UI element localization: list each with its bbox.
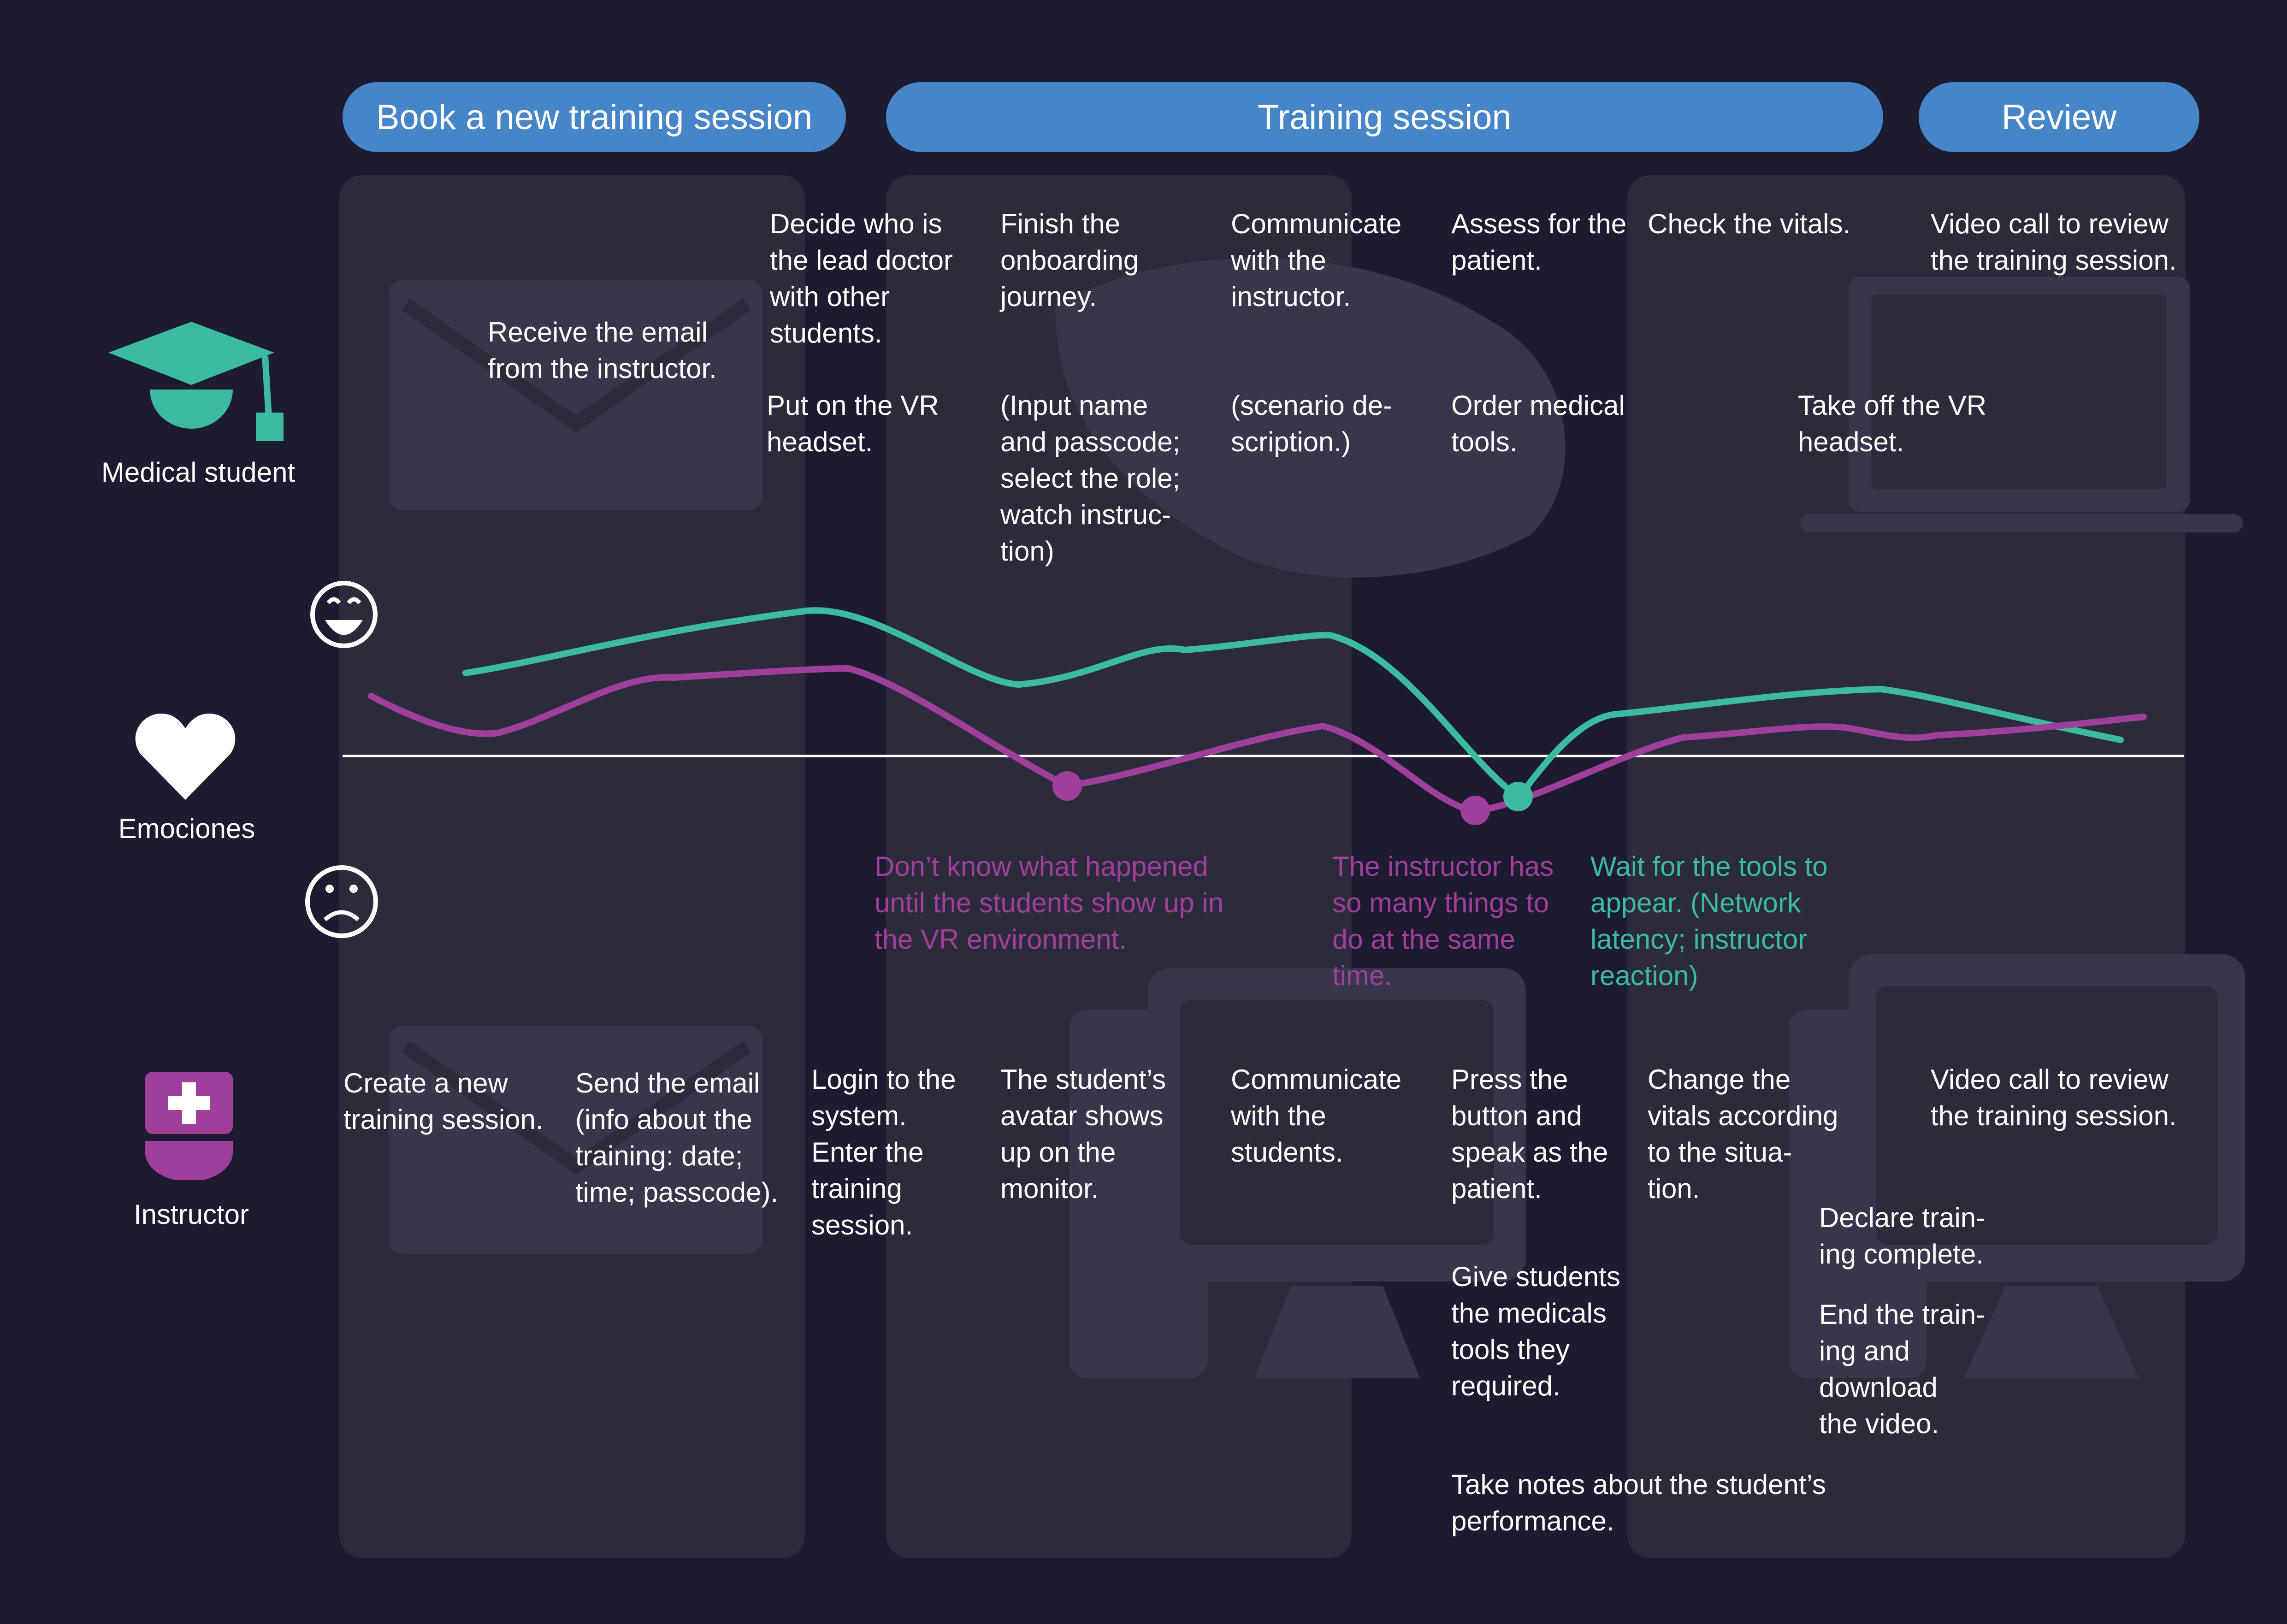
student-pain-point-marker [1503,782,1533,811]
email-envelope-illustration-top [389,280,762,510]
instructor-step-give-tools: Give students the medicals tools they re… [1451,1261,1620,1401]
student-step-onboarding-details: (Input name and passcode; select the rol… [1000,390,1181,567]
student-step-communicate: Communicate with the instructor. [1231,208,1402,312]
instructor-emotion-line [368,665,2147,815]
instructor-step-create-session: Create a new training session. [343,1068,544,1135]
graduation-cap-icon [108,322,284,441]
instructor-step-change-vitals: Change the vitals according to the situa… [1648,1064,1838,1204]
pain-point-student-waiting-tools: Wait for the tools to appear. (Network l… [1590,851,1828,991]
instructor-step-avatar-shows: The student’s avatar shows up on the mon… [1000,1064,1166,1204]
instructor-step-video-call: Video call to review the training sessio… [1931,1064,2177,1131]
instructor-step-declare-complete: Declare train- ing complete. [1819,1202,1986,1270]
vr-headset-illustration [1055,258,1566,578]
instructor-step-speak-as-patient: Press the button and speak as the patien… [1451,1064,1608,1204]
nurse-icon [145,1072,233,1180]
instructor-step-login: Login to the system. Enter the training … [811,1064,956,1240]
student-step-video-call: Video call to review the training sessio… [1931,208,2177,276]
role-student-label: Medical student [101,457,295,488]
student-step-order-tools: Order medical tools. [1451,390,1625,457]
student-step-receive-email: Receive the email from the instructor. [488,317,717,384]
student-step-assess: Assess for the patient. [1451,208,1627,276]
instructor-pain-point-marker-2 [1460,796,1490,825]
student-step-scenario: (scenario de- scription.) [1231,390,1393,457]
instructor-pain-point-marker-1 [1052,771,1082,801]
phase-book-session: Book a new training session [343,82,846,152]
pain-point-instructor-waiting: Don’t know what happened until the stude… [875,851,1224,955]
student-step-put-on-headset: Put on the VR headset. [767,390,939,457]
phase-training-session: Training session [886,82,1883,152]
phase-review: Review [1919,82,2199,152]
student-step-decide-lead: Decide who is the lead doctor with other… [770,208,953,348]
email-envelope-illustration-bottom [389,1026,762,1254]
student-step-onboarding: Finish the onboarding journey. [1000,208,1139,312]
instructor-step-end-download: End the train- ing and download the vide… [1819,1299,1986,1439]
instructor-step-take-notes: Take notes about the student’s performan… [1451,1469,1826,1536]
student-step-take-off-headset: Take off the VR headset. [1798,390,1987,457]
heart-icon [135,714,236,800]
instructor-step-send-email: Send the email (info about the training:… [575,1068,779,1208]
role-emotions-label: Emociones [118,813,255,844]
role-instructor-label: Instructor [133,1199,249,1230]
happy-face-icon [310,581,378,648]
instructor-step-communicate: Communicate with the students. [1231,1064,1402,1168]
student-step-check-vitals: Check the vitals. [1648,208,1851,239]
student-emotion-line [462,607,2124,802]
pain-point-instructor-overloaded: The instructor has so many things to do … [1332,851,1554,991]
sad-face-icon [305,865,378,938]
